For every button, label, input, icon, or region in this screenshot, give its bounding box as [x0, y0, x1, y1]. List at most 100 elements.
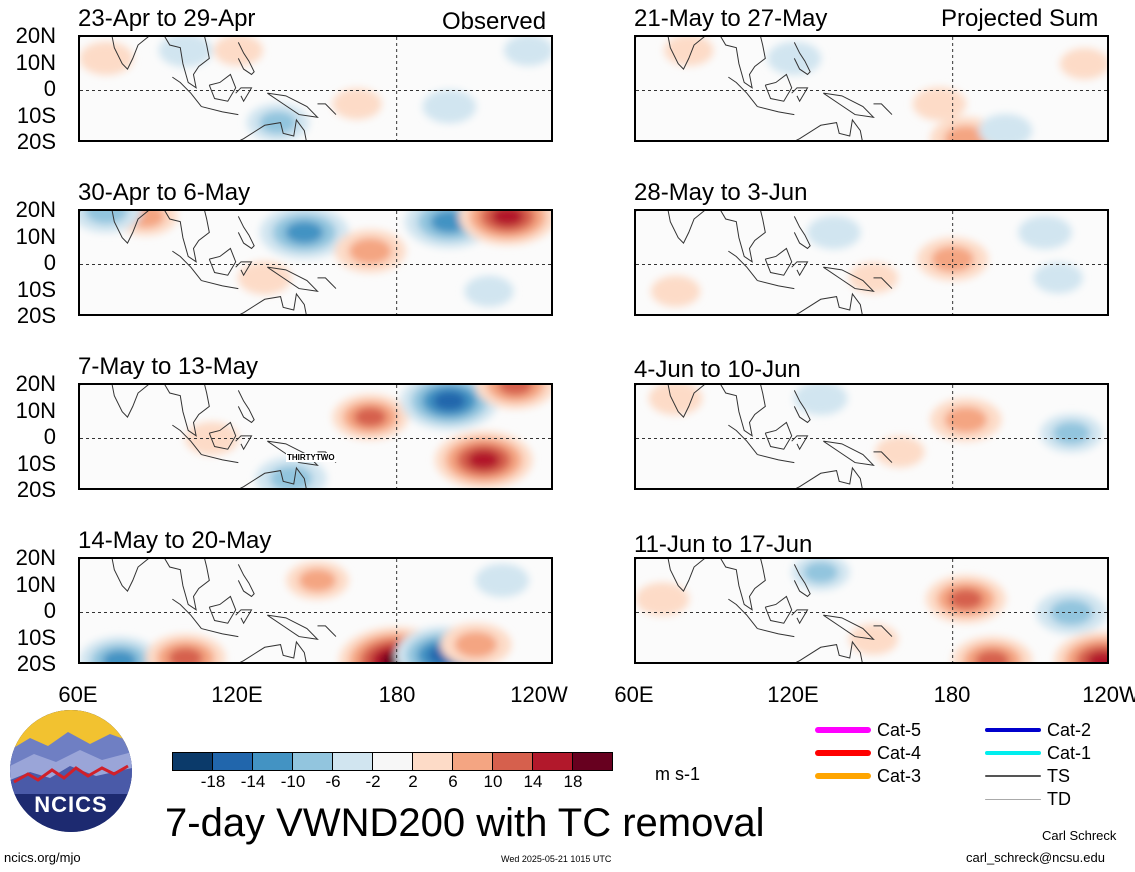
legend-label: Cat-1 — [1047, 743, 1092, 763]
colorbar-swatch — [252, 752, 293, 771]
footer-url[interactable]: ncics.org/mjo — [4, 850, 81, 865]
lat-label: 10S — [16, 102, 56, 128]
coastline — [267, 440, 319, 466]
coastline — [795, 640, 863, 662]
anomaly-contour — [475, 563, 530, 598]
lat-label: 0 — [43, 76, 56, 101]
coastline — [873, 625, 893, 637]
lat-label: 20N — [15, 197, 56, 222]
coastline — [636, 385, 705, 418]
coastline — [317, 277, 337, 289]
coastline — [793, 216, 811, 250]
legend-line-swatch — [985, 751, 1041, 755]
lon-label: 180 — [933, 682, 971, 707]
anomaly-contour — [767, 41, 822, 76]
coastline — [235, 261, 253, 277]
map-panel-2 — [634, 35, 1109, 142]
lat-label: 20S — [16, 129, 56, 154]
coastline — [80, 385, 149, 418]
legend-label: Cat-4 — [877, 743, 922, 763]
coastline — [795, 118, 863, 140]
panel-label-observed: Observed — [442, 8, 547, 35]
lat-label: 10S — [16, 276, 56, 302]
anomaly-contour — [213, 37, 263, 66]
figure-title: 7-day VWND200 with TC removal — [165, 801, 765, 845]
coastline — [201, 280, 239, 290]
coastline — [873, 451, 893, 463]
panel-title-6: 4-Jun to 10-Jun — [634, 356, 801, 383]
coastline — [823, 266, 875, 292]
coastline — [235, 609, 253, 625]
anomaly-contour — [467, 450, 501, 470]
coastline — [237, 390, 255, 424]
legend-label: Cat-2 — [1047, 720, 1092, 740]
lat-label: 10N — [15, 223, 56, 249]
anomaly-contour — [348, 238, 392, 265]
colorbar — [172, 752, 613, 771]
coastline — [764, 421, 793, 450]
legend-item: Cat-3 — [815, 766, 921, 786]
coastline — [757, 454, 795, 464]
anomaly-contour — [80, 41, 134, 76]
anomaly-contour — [464, 275, 514, 307]
legend-item: TS — [985, 766, 1070, 786]
heatmap-svg — [636, 385, 1107, 488]
colorbar-swatch — [292, 752, 333, 771]
lon-label: 120E — [767, 682, 819, 707]
colorbar-tick-label: 10 — [483, 772, 503, 791]
colorbar-swatch — [172, 752, 213, 771]
map-panel-4 — [634, 209, 1109, 316]
colorbar-swatch — [212, 752, 253, 771]
legend-label: TS — [1047, 766, 1071, 786]
map-panel-3 — [78, 209, 553, 316]
anomaly-contour — [168, 647, 203, 662]
panel-title-1: 23-Apr to 29-Apr — [78, 5, 256, 32]
coastline — [164, 385, 210, 437]
anomaly-contour — [650, 275, 701, 307]
colorbar-swatch — [332, 752, 373, 771]
coastline — [636, 559, 705, 592]
map-panel-1 — [78, 35, 553, 142]
coastline — [793, 564, 811, 598]
anomaly-contour — [285, 221, 324, 244]
coastline — [172, 598, 202, 629]
coastline — [239, 640, 307, 662]
coastline — [793, 390, 811, 424]
lon-label: 120W — [510, 682, 568, 707]
lat-label: 20N — [15, 371, 56, 396]
coastline — [720, 211, 766, 263]
anomaly-contour — [1050, 599, 1093, 626]
coastline — [764, 595, 793, 624]
footer-author: Carl Schreck — [1042, 828, 1117, 843]
colorbar-units: m s-1 — [655, 764, 700, 784]
coastline — [317, 103, 337, 115]
footer-email[interactable]: carl_schreck@ncsu.edu — [966, 850, 1105, 865]
coastline — [237, 564, 255, 598]
anomaly-contour — [158, 37, 213, 68]
legend-line-swatch — [815, 750, 871, 756]
coastline — [80, 37, 149, 70]
map-panel-8 — [634, 557, 1109, 664]
anomaly-contour — [636, 582, 690, 616]
map-panel-7 — [78, 557, 553, 664]
anomaly-contour — [491, 211, 524, 226]
colorbar-tick-label: -10 — [280, 772, 306, 791]
coastline — [791, 261, 809, 277]
lat-label: 20S — [16, 651, 56, 676]
lon-label: 180 — [378, 682, 416, 707]
coastline — [172, 250, 202, 281]
coastline — [80, 559, 149, 592]
ncics-logo: NCICS — [10, 710, 132, 832]
heatmap-svg — [80, 37, 551, 140]
lon-label: 60E — [58, 682, 98, 707]
legend-line-swatch — [985, 728, 1041, 732]
coastline — [873, 103, 893, 115]
lat-label: 20N — [15, 545, 56, 570]
logo-mountains-icon — [10, 710, 132, 832]
coastline — [208, 595, 237, 624]
coastline — [764, 247, 793, 276]
lat-label: 10N — [15, 571, 56, 597]
colorbar-swatch — [452, 752, 493, 771]
panel-title-5: 7-May to 13-May — [78, 353, 259, 380]
coastline — [795, 292, 863, 314]
